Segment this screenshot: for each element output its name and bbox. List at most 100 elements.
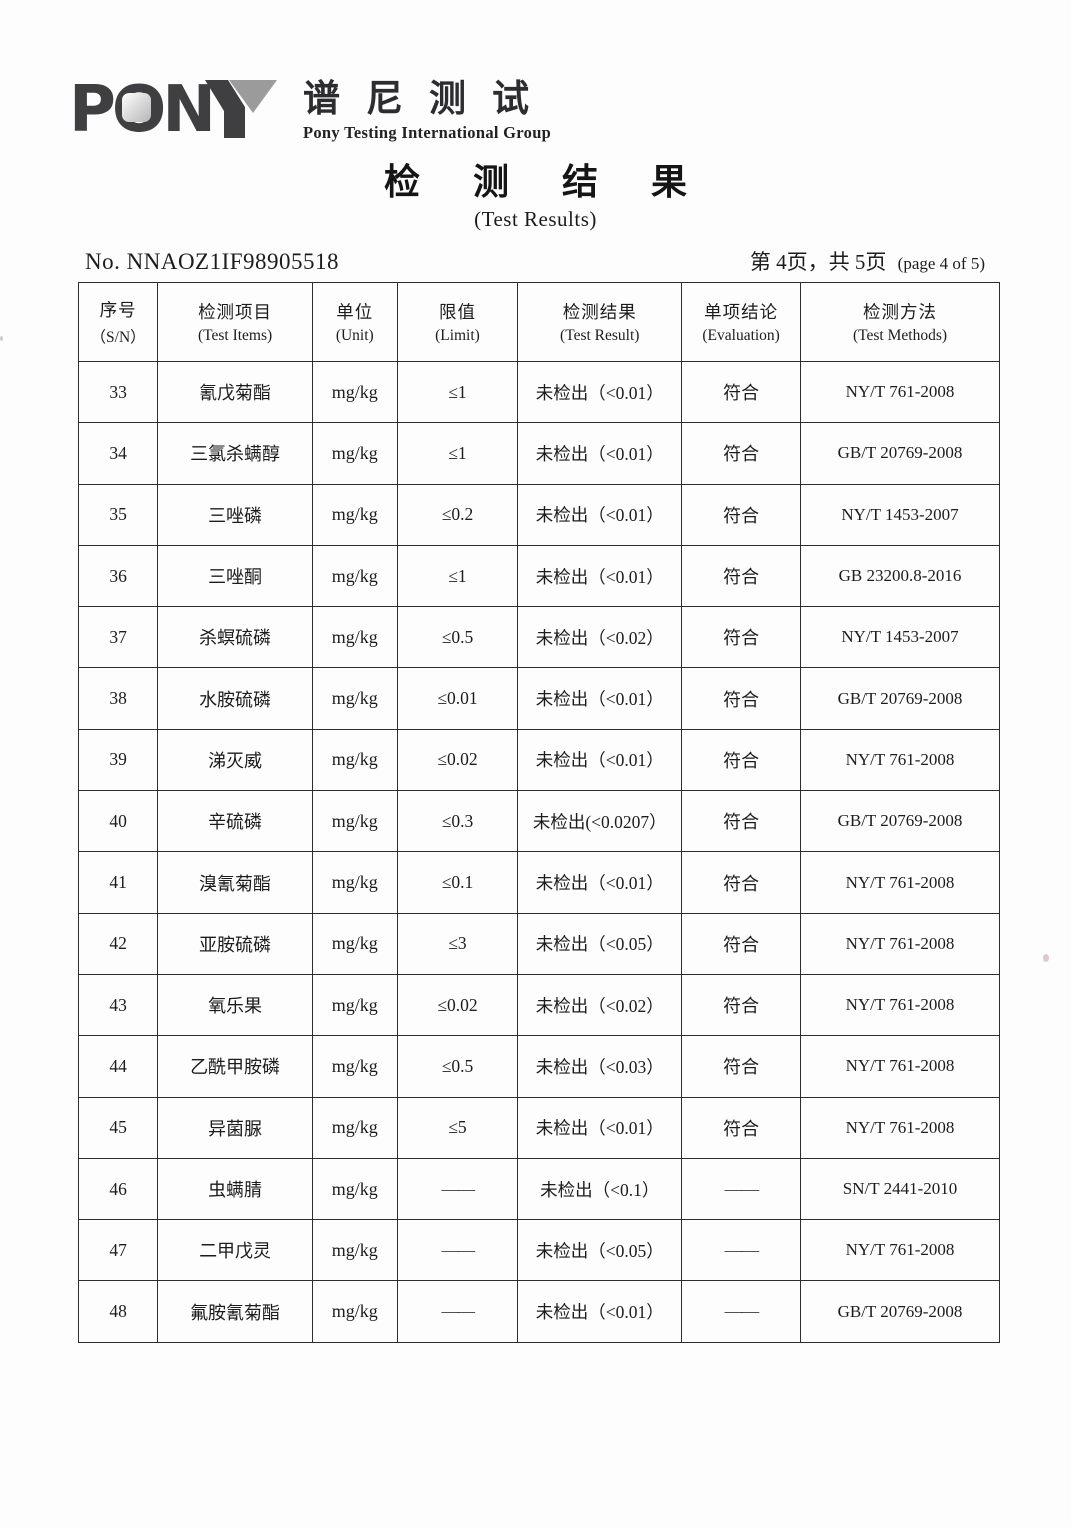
column-header-cn: 检测结果 [562,302,637,322]
table-row: 42 亚胺硫磷 mg/kg ≤3 未检出（<0.05） 符合 NY/T 761-2008 [77,912,1000,975]
table-cell-eval: —— [681,1280,802,1343]
table-cell-eval: 符合 [681,667,802,730]
table-cell-result: 未检出（<0.01） [517,544,683,608]
logo-triangle-icon [229,80,277,113]
page-indicator-cn: 第 4页，共 5页 [749,250,887,274]
table-cell-result: 未检出（<0.01） [517,1096,683,1159]
table-cell-eval: 符合 [681,1035,802,1098]
table-cell-limit: —— [396,1280,519,1343]
table-cell-eval: 符合 [681,1096,802,1159]
logo-y-stroke [205,80,245,138]
table-cell-item: 溴氰菊酯 [157,851,313,914]
column-header-en: (Limit) [435,327,480,344]
column-header-en: (Test Methods) [852,327,948,344]
table-cell-unit: mg/kg [311,1096,398,1159]
scan-artifact [1043,954,1049,962]
pony-logo: PON [72,76,277,140]
table-cell-limit: ≤0.5 [396,1035,519,1098]
column-header-cn: 序号 [99,300,137,320]
table-cell-result: 未检出（<0.1） [517,1157,683,1221]
table-cell-unit: mg/kg [311,912,398,975]
table-row: 37 杀螟硫磷 mg/kg ≤0.5 未检出（<0.02） 符合 NY/T 1453-200… [77,606,1000,669]
table-cell-unit: mg/kg [311,1157,398,1221]
column-header-en: (Test Result) [560,327,640,344]
page-indicator: 第 4页，共 5页 (page 4 of 5) [750,246,985,276]
table-cell-sn: 42 [77,912,159,975]
report-number: No. NNAOZ1IF98905518 [85,249,340,274]
table-cell-eval: 符合 [681,360,802,424]
table-cell-method: GB 23200.8-2016 [800,544,1000,608]
table-row: 46 虫螨腈 mg/kg —— 未检出（<0.1） —— SN/T 2441-2010 [77,1157,1000,1221]
table-cell-unit: mg/kg [311,483,398,546]
table-cell-method: NY/T 761-2008 [800,1035,1000,1098]
table-cell-result: 未检出（<0.05） [517,1219,683,1282]
table-cell-limit: ≤1 [396,422,519,485]
table-cell-sn: 35 [77,483,159,546]
logo-o-square [122,93,151,122]
table-cell-eval: —— [681,1157,802,1221]
table-cell-eval: 符合 [681,606,802,669]
table-row: 48 氟胺氰菊酯 mg/kg —— 未检出（<0.01） —— GB/T 20769-200… [77,1280,1000,1343]
table-cell-limit: ≤1 [396,360,519,424]
table-cell-unit: mg/kg [311,544,398,608]
page-indicator-en: (page 4 of 5) [897,254,985,273]
table-row: 43 氧乐果 mg/kg ≤0.02 未检出（<0.02） 符合 NY/T 761-2008 [77,973,1000,1037]
table-cell-sn: 43 [77,973,159,1037]
table-cell-limit: ≤1 [396,544,519,608]
table-row: 40 辛硫磷 mg/kg ≤0.3 未检出(<0.0207） 符合 GB/T 20769-2… [77,790,1000,853]
table-cell-eval: 符合 [681,728,802,792]
table-cell-method: GB/T 20769-2008 [800,667,1000,730]
table-cell-item: 三氯杀螨醇 [157,422,313,485]
table-cell-eval: 符合 [681,422,802,485]
column-header-en: （S/N） [90,329,146,346]
column-header: 序号 （S/N） [77,282,159,362]
table-cell-sn: 38 [77,667,159,730]
table-cell-sn: 44 [77,1035,159,1098]
table-cell-limit: ≤0.5 [396,606,519,669]
table-cell-limit: ≤0.3 [396,790,519,853]
column-header-cn: 检测项目 [198,302,273,322]
table-cell-sn: 39 [77,728,159,792]
table-cell-item: 杀螟硫磷 [157,606,313,669]
page-title-cn: 检 测 结 果 [383,162,709,202]
table-cell-unit: mg/kg [311,1035,398,1098]
table-cell-limit: ≤0.02 [396,728,519,792]
table-row: 35 三唑磷 mg/kg ≤0.2 未检出（<0.01） 符合 NY/T 1453-2007 [77,483,1000,546]
table-header-row: 序号 （S/N） 检测项目 (Test Items) 单位 (Unit) 限值 (Limit)… [77,282,1000,362]
column-header-cn: 单项结论 [704,302,779,322]
table-cell-limit: —— [396,1157,519,1221]
table-cell-item: 乙酰甲胺磷 [157,1035,313,1098]
table-cell-result: 未检出（<0.01） [517,728,683,792]
table-cell-result: 未检出（<0.01） [517,851,683,914]
table-row: 41 溴氰菊酯 mg/kg ≤0.1 未检出（<0.01） 符合 NY/T 761-2008 [77,851,1000,914]
table-cell-sn: 40 [77,790,159,853]
column-header: 单位 (Unit) [311,282,398,362]
table-cell-sn: 41 [77,851,159,914]
table-cell-limit: ≤5 [396,1096,519,1159]
column-header-cn: 单位 [336,302,374,322]
scan-artifact [0,336,3,341]
table-cell-sn: 36 [77,544,159,608]
table-row: 44 乙酰甲胺磷 mg/kg ≤0.5 未检出（<0.03） 符合 NY/T 761-200… [77,1035,1000,1098]
table-cell-item: 水胺硫磷 [157,667,313,730]
table-cell-limit: ≤0.01 [396,667,519,730]
table-cell-unit: mg/kg [311,728,398,792]
table-cell-method: SN/T 2441-2010 [800,1157,1000,1221]
table-cell-sn: 33 [77,360,159,424]
table-cell-unit: mg/kg [311,360,398,424]
table-cell-limit: ≤3 [396,912,519,975]
table-row: 38 水胺硫磷 mg/kg ≤0.01 未检出（<0.01） 符合 GB/T 20769-2… [77,667,1000,730]
table-cell-sn: 47 [77,1219,159,1282]
table-cell-eval: —— [681,1219,802,1282]
table-cell-method: NY/T 761-2008 [800,851,1000,914]
table-cell-sn: 48 [77,1280,159,1343]
table-row: 39 涕灭威 mg/kg ≤0.02 未检出（<0.01） 符合 NY/T 761-2008 [77,728,1000,792]
column-header: 单项结论 (Evaluation) [681,282,802,362]
table-cell-method: NY/T 761-2008 [800,1096,1000,1159]
table-cell-result: 未检出（<0.01） [517,422,683,485]
table-cell-unit: mg/kg [311,1219,398,1282]
table-cell-method: NY/T 1453-2007 [800,483,1000,546]
table-cell-item: 亚胺硫磷 [157,912,313,975]
table-cell-eval: 符合 [681,544,802,608]
table-cell-limit: ≤0.02 [396,973,519,1037]
